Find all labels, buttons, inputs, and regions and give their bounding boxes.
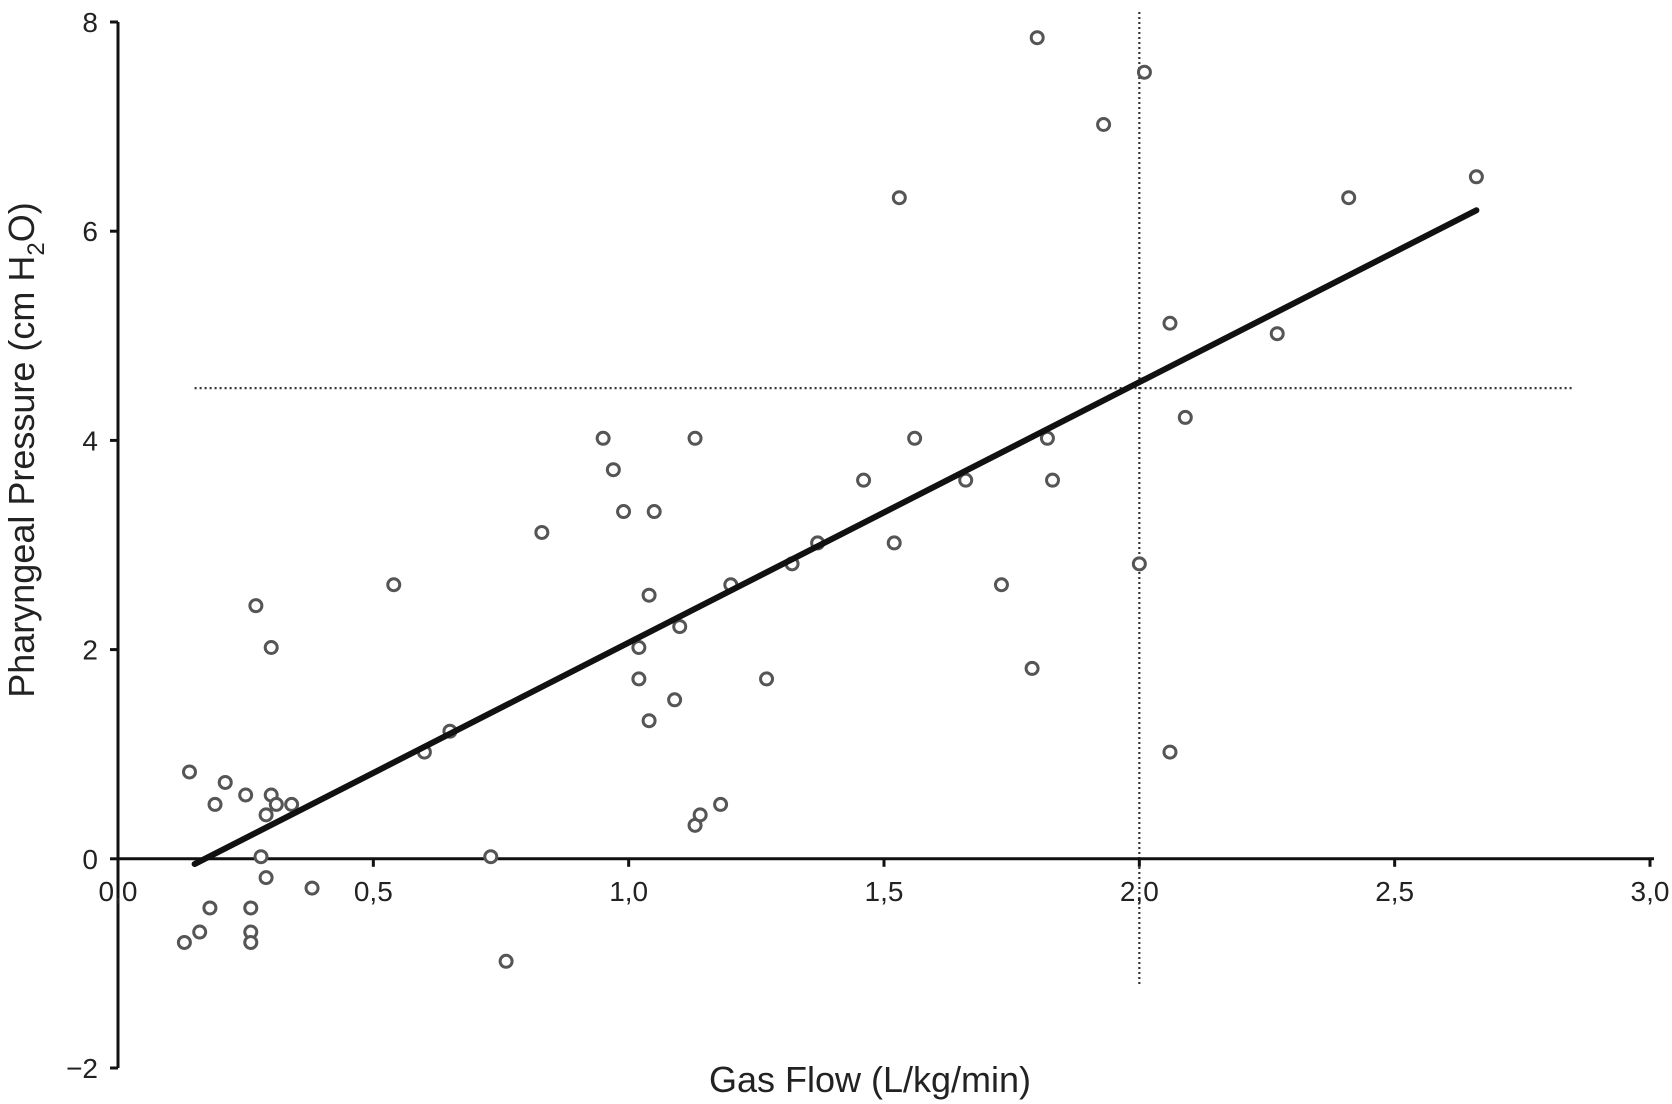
data-point: [958, 472, 974, 488]
data-point: [993, 577, 1009, 593]
data-point: [1045, 472, 1061, 488]
y-axis-title-tail: O): [1, 202, 42, 242]
data-point: [616, 504, 632, 520]
data-point: [667, 692, 683, 708]
data-point: [1029, 30, 1045, 46]
data-point: [192, 924, 208, 940]
data-point: [646, 504, 662, 520]
data-point: [631, 671, 647, 687]
data-point: [672, 619, 688, 635]
data-point: [238, 787, 254, 803]
data-point: [1162, 744, 1178, 760]
y-axis-title: Pharyngeal Pressure (cm H2O): [1, 202, 50, 698]
data-point: [304, 880, 320, 896]
data-point: [1269, 326, 1285, 342]
data-point: [534, 524, 550, 540]
y-axis-title-main: Pharyngeal Pressure (cm H: [1, 256, 42, 698]
data-point: [181, 764, 197, 780]
x-axis-title: Gas Flow (L/kg/min): [709, 1059, 1031, 1100]
data-point: [217, 774, 233, 790]
data-point: [268, 796, 284, 812]
data-point: [907, 430, 923, 446]
x-tick-label: 1,5: [865, 876, 904, 907]
y-tick-label: 2: [82, 635, 98, 666]
data-point: [243, 934, 259, 950]
data-point: [1096, 117, 1112, 133]
y-axis-title-subscript: 2: [23, 242, 50, 255]
x-tick-label: 2,0: [1120, 876, 1159, 907]
x-tick-label: 1,0: [609, 876, 648, 907]
data-point: [856, 472, 872, 488]
y-tick-label: 0: [82, 844, 98, 875]
data-point: [243, 900, 259, 916]
data-point: [1162, 315, 1178, 331]
x-tick-label: 0,0: [99, 876, 138, 907]
data-point: [1177, 409, 1193, 425]
data-point: [891, 190, 907, 206]
data-point: [176, 934, 192, 950]
data-point: [631, 640, 647, 656]
y-tick-label: 4: [82, 425, 98, 456]
data-point: [253, 849, 269, 865]
x-tick-label: 0,5: [354, 876, 393, 907]
data-point: [1468, 169, 1484, 185]
data-point: [759, 671, 775, 687]
data-point: [641, 587, 657, 603]
data-point: [1136, 64, 1152, 80]
y-tick-label: −2: [66, 1053, 98, 1084]
y-tick-label: 8: [82, 7, 98, 38]
x-tick-label: 3,0: [1631, 876, 1670, 907]
y-tick-label: 6: [82, 216, 98, 247]
data-point: [1341, 190, 1357, 206]
data-point: [605, 462, 621, 478]
data-points: [176, 30, 1484, 969]
data-point: [386, 577, 402, 593]
data-point: [284, 796, 300, 812]
data-point: [687, 430, 703, 446]
data-point: [1024, 660, 1040, 676]
data-point: [595, 430, 611, 446]
regression-line-group: [191, 207, 1480, 868]
regression-line: [191, 207, 1480, 868]
axes: [110, 20, 1654, 1070]
tick-labels: −2 0 2 4 6 8 0,0 0,5 1,0 1,5 2,0 2,5 3,0: [66, 7, 1669, 1084]
data-point: [248, 598, 264, 614]
data-point: [202, 900, 218, 916]
data-point: [692, 807, 708, 823]
data-point: [207, 796, 223, 812]
data-point: [258, 807, 274, 823]
reference-lines: [194, 12, 1574, 985]
data-point: [498, 953, 514, 969]
data-point: [641, 713, 657, 729]
data-point: [1131, 556, 1147, 572]
data-point: [886, 535, 902, 551]
data-point: [258, 870, 274, 886]
x-tick-label: 2,5: [1375, 876, 1414, 907]
data-point: [263, 640, 279, 656]
data-point: [483, 849, 499, 865]
data-point: [713, 796, 729, 812]
